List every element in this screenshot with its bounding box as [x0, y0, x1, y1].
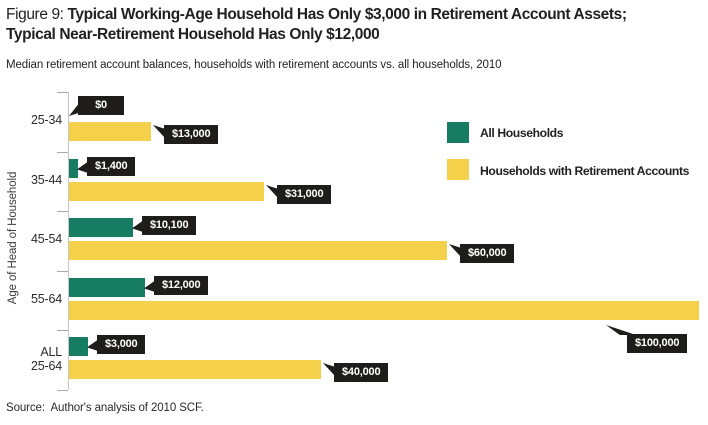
- y-axis-tick: [57, 152, 68, 153]
- callout-tail: [69, 102, 80, 116]
- bar-all-households: [69, 337, 88, 356]
- figure-title: Figure 9: Typical Working-Age Household …: [6, 5, 706, 45]
- category-label: 45-54: [31, 232, 62, 246]
- callout-tail: [606, 325, 636, 335]
- bar-retirement-accounts: [69, 122, 151, 141]
- bar-retirement-accounts: [69, 301, 699, 320]
- bar-retirement-accounts: [69, 241, 447, 260]
- callout-tail: [144, 280, 155, 292]
- value-callout-all-households: $1,400: [77, 157, 136, 176]
- y-axis-tick: [57, 390, 68, 391]
- value-callout-retirement-accounts: $100,000: [606, 325, 688, 353]
- value-callout-all-households: $3,000: [87, 335, 146, 354]
- legend-label-all-households: All Households: [480, 126, 564, 140]
- figure-subtitle: Median retirement account balances, hous…: [6, 59, 502, 71]
- value-callout-all-households: $10,100: [132, 216, 197, 235]
- callout-tail: [87, 339, 98, 351]
- value-callout-retirement-accounts: $40,000: [323, 363, 389, 382]
- figure-number-label: Figure 9:: [6, 6, 64, 23]
- bar-retirement-accounts: [69, 182, 264, 201]
- figure-title-line1: Typical Working-Age Household Has Only $…: [67, 6, 628, 23]
- value-callout-retirement-accounts: $60,000: [449, 244, 515, 263]
- figure-title-line2: Typical Near-Retirement Household Has On…: [6, 26, 380, 43]
- callout-tail: [449, 244, 461, 257]
- callout-tail: [323, 363, 335, 376]
- category-label: ALL 25-64: [31, 345, 62, 373]
- value-callout-all-households: $0: [69, 96, 124, 116]
- bar-all-households: [69, 278, 145, 297]
- bar-all-households: [69, 218, 133, 237]
- category-label: 25-34: [31, 113, 62, 127]
- source-note: Source: Author's analysis of 2010 SCF.: [6, 402, 204, 414]
- value-callout-retirement-accounts: $13,000: [153, 125, 219, 144]
- y-axis-line: [68, 92, 69, 390]
- callout-tail: [77, 161, 88, 173]
- category-label: 55-64: [31, 292, 62, 306]
- y-axis-tick: [57, 92, 68, 93]
- legend-swatch-retirement-accounts: [447, 159, 469, 180]
- callout-tail: [153, 125, 165, 138]
- legend-swatch-all-households: [447, 122, 469, 143]
- bar-retirement-accounts: [69, 360, 321, 379]
- value-callout-retirement-accounts: $31,000: [266, 185, 332, 204]
- y-axis-tick: [57, 271, 68, 272]
- callout-tail: [266, 185, 278, 198]
- callout-tail: [132, 220, 143, 232]
- bar-all-households: [69, 159, 78, 178]
- y-axis-tick: [57, 211, 68, 212]
- legend-label-retirement-accounts: Households with Retirement Accounts: [480, 164, 690, 178]
- y-axis-tick: [57, 330, 68, 331]
- value-callout-all-households: $12,000: [144, 276, 209, 295]
- category-label: 35-44: [31, 173, 62, 187]
